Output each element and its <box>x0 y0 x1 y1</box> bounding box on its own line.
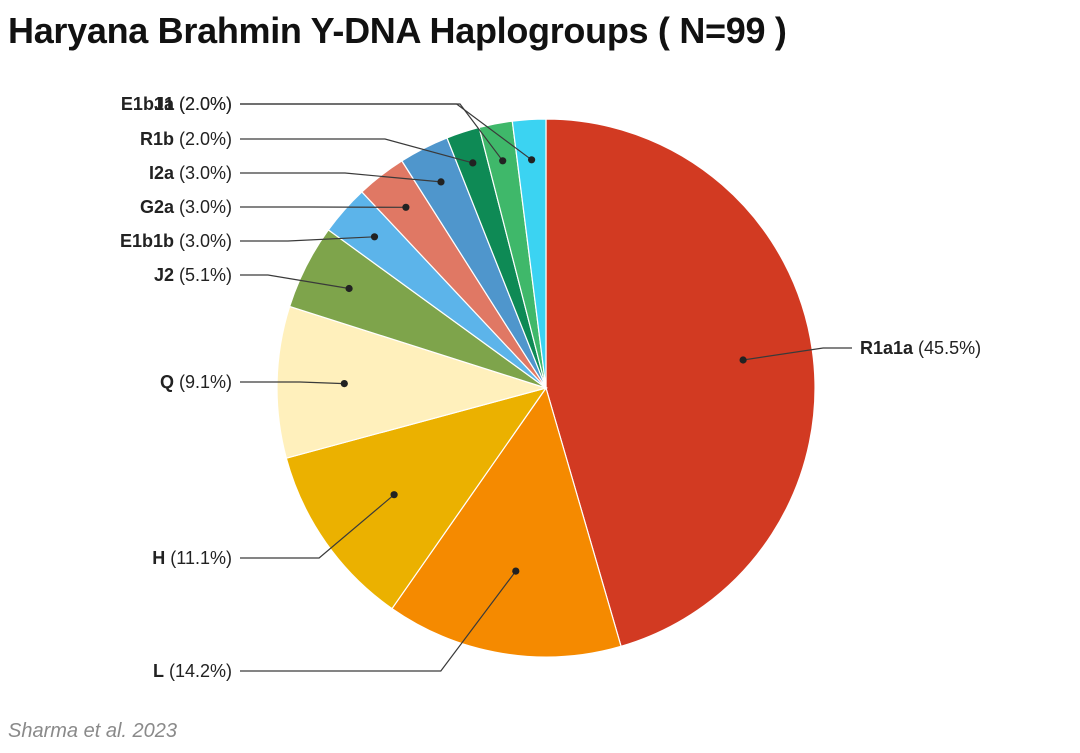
leader-line-i2a <box>240 172 442 183</box>
slice-label-name: R1a1a <box>860 338 914 358</box>
pie-slice-e1b1a <box>511 118 547 389</box>
leader-line-h <box>240 494 395 559</box>
slice-label-r1b: R1b (2.0%) <box>140 129 232 149</box>
pie-slices <box>276 118 816 658</box>
chart-source: Sharma et al. 2023 <box>8 720 177 742</box>
slice-label-e1b1a: E1b1a (2.0%) <box>121 94 232 114</box>
pie-leader-lines <box>240 103 852 672</box>
leader-dot-j2 <box>345 284 353 293</box>
slice-label-h: H (11.1%) <box>152 548 232 568</box>
slice-label-r1a1a: R1a1a (45.5%) <box>860 338 981 358</box>
leader-line-l <box>240 570 517 672</box>
leader-dot-l <box>512 567 520 575</box>
slice-label-name: Q <box>160 372 174 392</box>
slice-label-j2: J2 (5.1%) <box>154 265 232 285</box>
leader-line-j2 <box>240 274 350 290</box>
slice-label-percent: (2.0%) <box>174 129 232 149</box>
leader-dot-j1 <box>499 157 507 165</box>
slice-label-g2a: G2a (3.0%) <box>140 197 232 217</box>
slice-label-percent: (11.1%) <box>165 548 232 568</box>
slice-label-j1: J1 (2.0%) <box>154 94 232 114</box>
pie-slice-h <box>285 386 548 610</box>
leader-line-e1b1a <box>240 103 532 161</box>
slice-label-name: G2a <box>140 197 175 217</box>
leader-dot-e1b1a <box>528 156 536 164</box>
leader-line-r1b <box>240 138 473 164</box>
slice-label-name: J1 <box>154 94 174 114</box>
slice-label-name: J2 <box>154 265 174 285</box>
slice-label-name: I2a <box>149 163 175 183</box>
slice-label-e1b1b: E1b1b (3.0%) <box>120 231 232 251</box>
leader-dot-g2a <box>402 203 410 211</box>
slice-label-name: E1b1a <box>121 94 175 114</box>
leader-dot-e1b1b <box>370 233 379 241</box>
slice-label-i2a: I2a (3.0%) <box>149 163 232 183</box>
slice-label-percent: (5.1%) <box>174 265 232 285</box>
pie-labels: R1a1a (45.5%) L (14.2%) H (11.1%) Q (9.1%) J… <box>120 94 981 681</box>
slice-label-percent: (45.5%) <box>913 338 981 358</box>
slice-label-percent: (2.0%) <box>174 94 232 114</box>
leader-line-q <box>240 381 345 385</box>
slice-label-name: H <box>152 548 165 568</box>
slice-label-percent: (2.0%) <box>174 94 232 114</box>
leader-dot-i2a <box>437 178 445 186</box>
leader-dot-r1a1a <box>739 356 747 364</box>
slice-label-name: L <box>153 661 164 681</box>
pie-slice-l <box>391 386 622 658</box>
slice-label-percent: (3.0%) <box>174 197 232 217</box>
leader-dot-r1b <box>469 159 477 167</box>
chart-title: Haryana Brahmin Y-DNA Haplogroups ( N=99… <box>8 10 787 51</box>
slice-label-q: Q (9.1%) <box>160 372 232 392</box>
leader-line-r1a1a <box>743 347 852 361</box>
slice-label-percent: (9.1%) <box>174 372 232 392</box>
slice-label-percent: (3.0%) <box>174 163 232 183</box>
slice-label-percent: (3.0%) <box>174 231 232 251</box>
leader-dot-h <box>390 491 398 499</box>
slice-label-name: R1b <box>140 129 174 149</box>
slice-label-l: L (14.2%) <box>153 661 232 681</box>
slice-label-percent: (14.2%) <box>164 661 232 681</box>
leader-line-e1b1b <box>240 236 375 242</box>
leader-dot-q <box>340 380 348 388</box>
slice-label-name: E1b1b <box>120 231 174 251</box>
